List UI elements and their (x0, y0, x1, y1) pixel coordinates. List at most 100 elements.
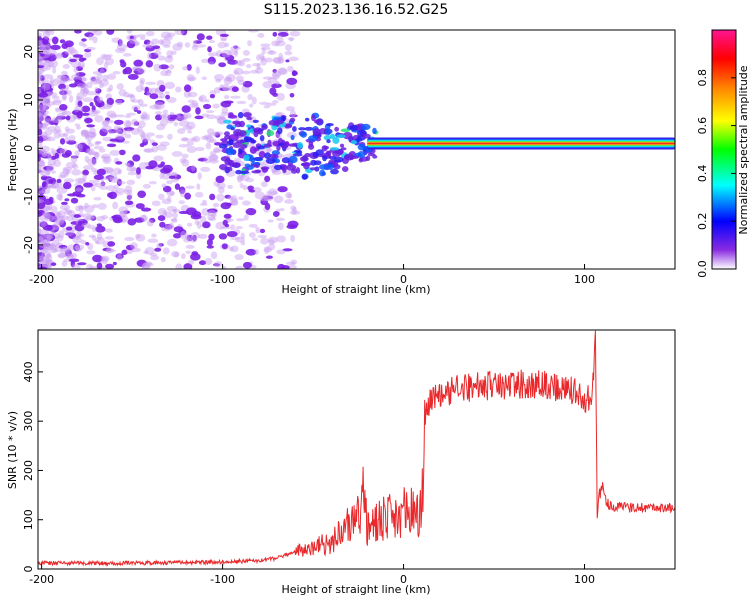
spectrogram-noise-blob (42, 205, 52, 212)
spectrogram-noise-blob (126, 30, 133, 34)
spectrogram-noise-blob (61, 93, 67, 100)
spectrogram-noise-blob (161, 227, 171, 232)
spectrogram-noise-blob (268, 49, 274, 54)
spectrogram-noise-blob (156, 144, 167, 151)
spectrogram-noise-blob (122, 68, 128, 75)
spectrogram-signal-blob (372, 154, 378, 159)
spectrogram-noise-blob (74, 123, 81, 127)
spectrogram-noise-blob (284, 44, 292, 51)
spectrogram-noise-blob (209, 151, 217, 156)
spectrogram-signal-blob (237, 111, 244, 119)
spectrogram-noise-blob (133, 106, 138, 112)
spectrogram-noise-blob (236, 100, 247, 105)
spectrogram-noise-blob (127, 73, 139, 80)
spectrogram-noise-blob (39, 75, 45, 82)
spectrogram-noise-blob (38, 160, 45, 167)
spectrogram-noise-blob (77, 100, 83, 108)
spectrogram-signal-blob (293, 149, 302, 153)
spectrogram-noise-blob (50, 243, 57, 251)
spectrogram-noise-blob (44, 212, 56, 220)
spectrogram-noise-blob (208, 138, 217, 144)
spectrogram-noise-blob (102, 247, 112, 252)
spectrogram-noise-blob (70, 155, 79, 159)
spectrogram-noise-blob (91, 156, 97, 165)
spectrogram-noise-blob (87, 30, 99, 33)
spectrogram-noise-blob (242, 80, 253, 88)
spectrogram-noise-blob (163, 223, 173, 230)
spectrogram-noise-blob (162, 172, 171, 180)
spectrogram-noise-blob (90, 78, 101, 85)
spectrogram-noise-blob (186, 222, 193, 227)
spectrogram-noise-blob (227, 195, 234, 200)
spectrogram-signal-blob (332, 164, 341, 170)
spectrogram-signal-blob (319, 169, 326, 177)
colorbar-tick-label: 0.2 (696, 212, 709, 230)
spectrogram-noise-blob (42, 39, 49, 45)
spectrogram-noise-blob (289, 210, 301, 215)
spectrogram-noise-blob (104, 117, 111, 122)
spectrogram-noise-blob (129, 94, 136, 103)
spectrogram-noise-blob (87, 148, 95, 156)
spectrogram-noise-blob (160, 70, 169, 77)
spectrogram-noise-blob (224, 76, 232, 82)
spectrogram-noise-blob (91, 227, 97, 233)
spectrogram-signal-blob (246, 165, 254, 170)
spectrogram-noise-blob (233, 67, 244, 76)
spectrogram-noise-blob (38, 244, 44, 250)
spectrogram-noise-blob (155, 114, 163, 121)
spectrogram-noise-blob (96, 262, 103, 269)
spectrogram-noise-blob (81, 38, 87, 42)
spectrogram-noise-blob (287, 193, 292, 199)
spectrogram-noise-blob (272, 100, 279, 104)
spectrogram-noise-blob (94, 87, 99, 92)
spectrogram-noise-blob (117, 39, 123, 47)
spectrogram-noise-blob (275, 80, 280, 86)
spectrogram-noise-blob (75, 187, 83, 192)
spectrogram-noise-blob (47, 160, 57, 166)
spectrogram-noise-blob (41, 243, 51, 247)
spectrogram-noise-blob (281, 265, 290, 269)
spectrogram-noise-blob (172, 212, 178, 219)
spectrogram-signal-blob (224, 131, 230, 137)
bottom-x-axis-label: Height of straight line (km) (281, 583, 430, 596)
spectrogram-noise-blob (58, 230, 65, 239)
spectrogram-noise-blob (151, 142, 158, 147)
spectrogram-noise-blob (197, 158, 208, 162)
spectrogram-noise-blob (167, 133, 173, 140)
spectrogram-noise-blob (55, 115, 67, 120)
spectrogram-signal-blob (281, 144, 288, 149)
spectrogram-noise-blob (278, 222, 284, 231)
spectrogram-noise-blob (191, 44, 199, 51)
spectrogram-noise-blob (94, 182, 104, 188)
spectrogram-noise-blob (70, 252, 78, 259)
spectrogram-noise-blob (81, 112, 90, 116)
spectrogram-noise-blob (173, 252, 180, 258)
spectrogram-noise-blob (153, 63, 162, 72)
spectrogram-noise-blob (59, 104, 68, 111)
spectrogram-signal-blob (239, 170, 250, 175)
spectrogram-noise-blob (133, 68, 145, 75)
spectrogram-noise-blob (108, 84, 114, 92)
spectrogram-noise-blob (38, 79, 45, 85)
spectrogram-noise-blob (198, 260, 207, 266)
spectrogram-noise-blob (113, 119, 124, 125)
spectrogram-noise-blob (108, 191, 118, 200)
spectrogram-noise-blob (42, 198, 54, 205)
spectrogram-noise-blob (164, 68, 172, 77)
spectrogram-noise-blob (146, 219, 154, 227)
spectrogram-noise-blob (50, 231, 55, 236)
spectrogram-noise-blob (242, 200, 251, 206)
spectrogram-signal-blob (309, 167, 317, 171)
spectrogram-signal-blob (264, 152, 271, 160)
spectrogram-noise-blob (140, 207, 152, 212)
spectrogram-noise-blob (48, 248, 58, 254)
spectrogram-noise-blob (82, 212, 93, 221)
spectrogram-noise-blob (50, 44, 61, 51)
spectrogram-noise-blob (95, 88, 102, 94)
spectrogram-noise-blob (43, 259, 52, 264)
spectrogram-noise-blob (109, 173, 118, 181)
spectrogram-noise-blob (50, 224, 60, 231)
spectrogram-noise-blob (168, 222, 174, 230)
spectrogram-noise-blob (126, 192, 133, 200)
